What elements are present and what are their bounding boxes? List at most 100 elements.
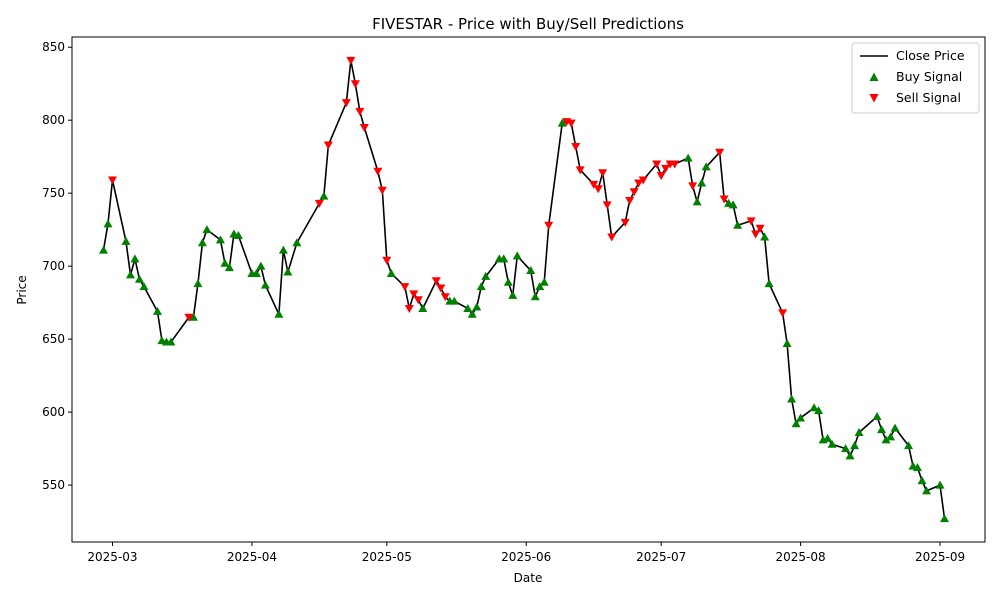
buy-signal-marker (449, 296, 459, 305)
x-tick-label: 2025-04 (227, 550, 277, 564)
sell-signal-marker (409, 290, 419, 299)
sell-signal-marker (355, 107, 365, 116)
buy-signal-marker (886, 432, 896, 441)
buy-signal-marker (220, 258, 230, 267)
sell-signal-marker (544, 221, 554, 230)
x-tick-label: 2025-08 (776, 550, 826, 564)
sell-signal-marker (661, 164, 671, 173)
buy-signal-marker (499, 254, 509, 263)
axes: 2025-03 2025-04 2025-05 2025-06 2025-07 2025-… (42, 40, 965, 564)
buy-signal-marker (418, 303, 428, 312)
buy-signal-marker (463, 303, 473, 312)
sell-signal-marker (400, 283, 410, 292)
y-tick-label: 650 (42, 332, 65, 346)
plot-frame (71, 36, 986, 543)
buy-signal-marker (913, 463, 923, 472)
sell-signal-marker (755, 224, 765, 233)
buy-signal-marker (841, 444, 851, 453)
buy-signal-marker (103, 219, 113, 228)
sell-signal-marker (440, 293, 450, 302)
chart-title: FIVESTAR - Price with Buy/Sell Predictio… (372, 15, 684, 33)
buy-signal-marker (535, 282, 545, 291)
sell-signal-marker (436, 284, 446, 293)
buy-signal-marker (935, 480, 945, 489)
buy-signal-marker (890, 423, 900, 432)
buy-signal-marker (814, 406, 824, 415)
buy-signal-marker (476, 282, 486, 291)
buy-signal-marker (233, 230, 243, 239)
y-tick-label: 750 (42, 186, 65, 200)
buy-signal-marker (845, 451, 855, 460)
sell-signal-marker (107, 176, 117, 185)
buy-signal-marker (764, 279, 774, 288)
buy-signal-marker (697, 178, 707, 187)
buy-signal-marker (526, 266, 536, 275)
buy-signal-marker (152, 306, 162, 315)
buy-signal-marker (139, 282, 149, 291)
buy-signal-marker (224, 263, 234, 272)
x-tick-label: 2025-07 (636, 550, 686, 564)
buy-signal-marker (539, 277, 549, 286)
sell-signal-marker (746, 217, 756, 226)
buy-signal-marker (557, 118, 567, 127)
buy-signal-marker (98, 245, 108, 254)
sell-signal-marker (719, 195, 729, 204)
buy-signal-marker (850, 441, 860, 450)
sell-signal-marker (778, 309, 788, 318)
sell-signal-marker (625, 196, 635, 205)
sell-signal-marker (602, 201, 612, 210)
buy-signal-marker (193, 279, 203, 288)
buy-signal-marker (508, 290, 518, 299)
buy-signal-marker (922, 486, 932, 495)
buy-signal-marker (130, 254, 140, 263)
x-tick-label: 2025-06 (501, 550, 551, 564)
sell-signal-marker (373, 167, 383, 176)
buy-signal-marker (121, 236, 131, 245)
buy-signal-marker (278, 245, 288, 254)
sell-signal-marker (575, 166, 585, 175)
buy-signal-marker (274, 309, 284, 318)
buy-signal-marker (917, 476, 927, 485)
sell-signal-marker (715, 148, 725, 157)
sell-signal-marker (350, 80, 360, 89)
buy-signal-marker (512, 251, 522, 260)
sell-signal-marker (377, 186, 387, 195)
sell-signal-marker (346, 56, 356, 65)
buy-signal-marker (467, 309, 477, 318)
sell-signal-marker (656, 172, 666, 181)
sell-signal-marker (341, 99, 351, 108)
sell-signal-marker (359, 123, 369, 132)
sell-signal-marker (589, 180, 599, 189)
y-tick-label: 550 (42, 478, 65, 492)
buy-signal-marker (701, 162, 711, 171)
sell-signal-marker (751, 230, 761, 239)
buy-signal-marker (292, 238, 302, 247)
buy-signal-marker (166, 337, 176, 346)
buy-signal-marker (481, 271, 491, 280)
x-tick-label: 2025-09 (915, 550, 965, 564)
buy-signal-marker (283, 267, 293, 276)
legend-sell-marker (869, 94, 879, 103)
buy-signal-marker (881, 435, 891, 444)
buy-signal-marker (503, 277, 513, 286)
sell-signal-marker (598, 169, 608, 178)
buy-signal-marker (791, 419, 801, 428)
legend-label-close-price: Close Price (896, 48, 965, 63)
legend-buy-marker (869, 72, 879, 81)
sell-signal-marker (652, 160, 662, 169)
buy-signal-marker (854, 428, 864, 437)
buy-signal-marker (530, 292, 540, 301)
buy-signal-marker (197, 238, 207, 247)
buy-signal-marker (823, 433, 833, 442)
sell-signal-marker (382, 256, 392, 265)
sell-signal-marker (314, 199, 324, 208)
buy-signal-marker (472, 302, 482, 311)
sell-signal-marker (670, 160, 680, 169)
sell-signal-marker (634, 179, 644, 188)
buy-signal-marker (827, 439, 837, 448)
legend-box (851, 42, 980, 114)
buy-signal-marker (125, 270, 135, 279)
buy-signal-marker (251, 268, 261, 277)
sell-signal-marker (323, 141, 333, 150)
